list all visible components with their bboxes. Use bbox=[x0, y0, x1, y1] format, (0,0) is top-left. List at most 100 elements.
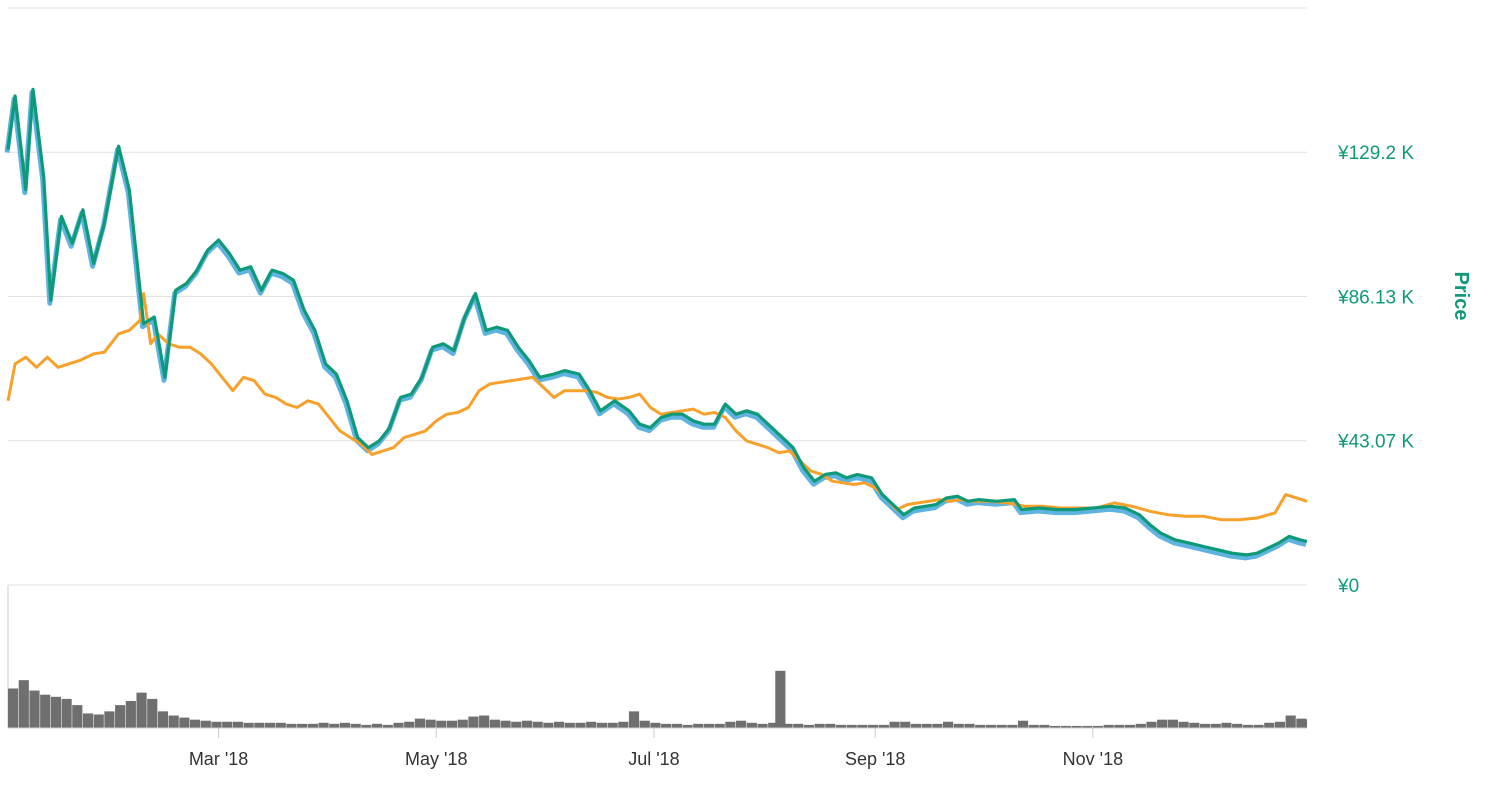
volume-bar bbox=[803, 724, 814, 728]
volume-bar bbox=[1157, 719, 1168, 728]
volume-bar bbox=[814, 723, 825, 728]
volume-bar bbox=[372, 723, 383, 728]
volume-bar bbox=[996, 724, 1007, 728]
volume-bar bbox=[1146, 721, 1157, 728]
volume-bar bbox=[190, 719, 201, 728]
volume-bar bbox=[1092, 725, 1104, 728]
volume-bar bbox=[932, 723, 943, 728]
x-tick-label: Sep '18 bbox=[845, 749, 906, 769]
volume-bar bbox=[1221, 722, 1232, 728]
volume-bar bbox=[650, 722, 661, 728]
volume-bar bbox=[793, 723, 804, 728]
volume-bar bbox=[479, 715, 490, 728]
volume-bar bbox=[1274, 721, 1286, 728]
volume-bar bbox=[1167, 719, 1178, 728]
volume-bar bbox=[511, 721, 522, 728]
volume-bar bbox=[254, 722, 265, 728]
volume-bar bbox=[782, 723, 793, 728]
volume-bar bbox=[953, 723, 964, 728]
volume-bar bbox=[115, 705, 126, 728]
volume-bar bbox=[628, 711, 640, 728]
volume-bar bbox=[1178, 721, 1189, 728]
volume-bar bbox=[468, 716, 479, 728]
volume-bar bbox=[554, 721, 565, 728]
volume-bar bbox=[147, 698, 158, 728]
volume-bar bbox=[18, 680, 29, 728]
x-axis: Mar '18 May '18 Jul '18 Sep '18 Nov '18 bbox=[189, 728, 1123, 769]
volume-bar bbox=[425, 719, 436, 728]
volume-bar bbox=[1242, 724, 1253, 728]
volume-bar bbox=[50, 696, 61, 728]
y-axis: ¥129.2 K ¥86.13 K ¥43.07 K ¥0 bbox=[1337, 143, 1414, 597]
volume-bar bbox=[1017, 720, 1029, 728]
volume-bar bbox=[532, 721, 543, 728]
volume-bar bbox=[1199, 723, 1211, 728]
price-series-shadow bbox=[4, 89, 1307, 561]
volume-bar bbox=[329, 723, 340, 728]
volume-bar bbox=[1114, 724, 1125, 728]
volume-bar bbox=[639, 720, 650, 728]
grid-layer bbox=[7, 7, 1307, 728]
volume-bar bbox=[500, 720, 511, 728]
volume-bar bbox=[29, 690, 40, 728]
volume-bar bbox=[61, 698, 72, 728]
volume-bar bbox=[361, 724, 372, 728]
volume-bar bbox=[93, 714, 104, 728]
volume-bar bbox=[975, 724, 986, 728]
volume-bar bbox=[1124, 724, 1136, 728]
volume-bar bbox=[125, 700, 136, 728]
volume-bar bbox=[489, 719, 500, 728]
volume-bar bbox=[1007, 724, 1018, 728]
volume-bar bbox=[350, 723, 361, 728]
y-tick-label: ¥0 bbox=[1337, 576, 1359, 597]
volume-bar bbox=[607, 722, 618, 728]
volume-bar bbox=[575, 722, 586, 728]
y-tick-label: ¥86.13 K bbox=[1337, 288, 1414, 309]
volume-bar bbox=[1189, 722, 1200, 728]
volume-bar bbox=[211, 721, 222, 728]
volume-bar bbox=[393, 722, 404, 728]
volume-bar bbox=[682, 724, 693, 728]
volume-bar bbox=[1253, 724, 1264, 728]
volume-bar bbox=[618, 721, 629, 728]
volume-bar bbox=[40, 694, 51, 728]
volume-bar bbox=[382, 724, 393, 728]
volume-bar bbox=[521, 720, 533, 728]
volume-bar bbox=[746, 722, 757, 728]
x-tick-label: May '18 bbox=[405, 749, 467, 769]
price-series-line bbox=[6, 87, 1308, 557]
volume-bar bbox=[286, 723, 297, 728]
volume-bar bbox=[200, 720, 211, 728]
volume-bar bbox=[179, 717, 190, 728]
volume-bar bbox=[825, 723, 836, 728]
volume-bar bbox=[339, 722, 351, 728]
volume-bar bbox=[868, 724, 879, 728]
volume-bar bbox=[82, 713, 94, 728]
volume-bar bbox=[157, 711, 169, 728]
volume-bar bbox=[232, 721, 243, 728]
volume-bar bbox=[243, 722, 254, 728]
volume-bar bbox=[703, 723, 715, 728]
volume-bar bbox=[1264, 722, 1275, 728]
volume-bar bbox=[318, 722, 329, 728]
volume-bar bbox=[964, 723, 975, 728]
volume-bar bbox=[1232, 723, 1243, 728]
x-tick-label: Mar '18 bbox=[189, 749, 248, 769]
volume-bar bbox=[1060, 725, 1071, 728]
volume-bar bbox=[446, 720, 458, 728]
volume-bar bbox=[275, 722, 286, 728]
volume-bar bbox=[889, 721, 900, 728]
volume-bar bbox=[543, 722, 554, 728]
volume-layer bbox=[8, 670, 1307, 729]
volume-bar bbox=[1039, 724, 1050, 728]
volume-bar bbox=[457, 719, 468, 728]
volume-bar bbox=[586, 721, 597, 728]
volume-bar bbox=[297, 723, 308, 728]
volume-bar bbox=[404, 721, 415, 728]
y-axis-label: Price bbox=[1450, 272, 1472, 321]
volume-bar bbox=[671, 723, 682, 728]
volume-bar bbox=[661, 723, 672, 728]
volume-bar bbox=[264, 722, 276, 728]
